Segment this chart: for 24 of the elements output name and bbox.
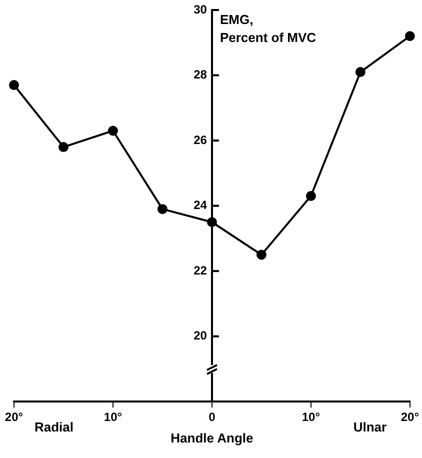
y-axis-title: EMG, Percent of MVC: [220, 12, 317, 46]
y-tick-label: 22: [194, 263, 208, 278]
point: [256, 250, 266, 260]
point: [355, 67, 366, 78]
point: [58, 142, 68, 152]
y-tick-label: 24: [194, 198, 208, 212]
y-tick-label: 20: [194, 328, 208, 343]
y-tick-label: 28: [194, 68, 208, 82]
x-tick-label: 10°: [302, 410, 320, 424]
x-tick-label: 0: [208, 410, 216, 424]
x-axis-title: Handle Angle: [170, 430, 254, 446]
x-tick-label: 20°: [400, 410, 420, 424]
point: [206, 217, 217, 228]
text: Ulnar: [353, 420, 387, 435]
point: [404, 31, 415, 42]
y-tick-label: 30: [194, 2, 208, 16]
x-tick-label: 20°: [4, 410, 24, 424]
text: Radial: [34, 420, 74, 435]
point: [157, 204, 168, 214]
x-tick-label: 10°: [104, 410, 122, 424]
point: [306, 191, 316, 202]
point: [108, 126, 118, 136]
y-tick-label: 26: [194, 132, 208, 147]
point: [9, 80, 19, 90]
